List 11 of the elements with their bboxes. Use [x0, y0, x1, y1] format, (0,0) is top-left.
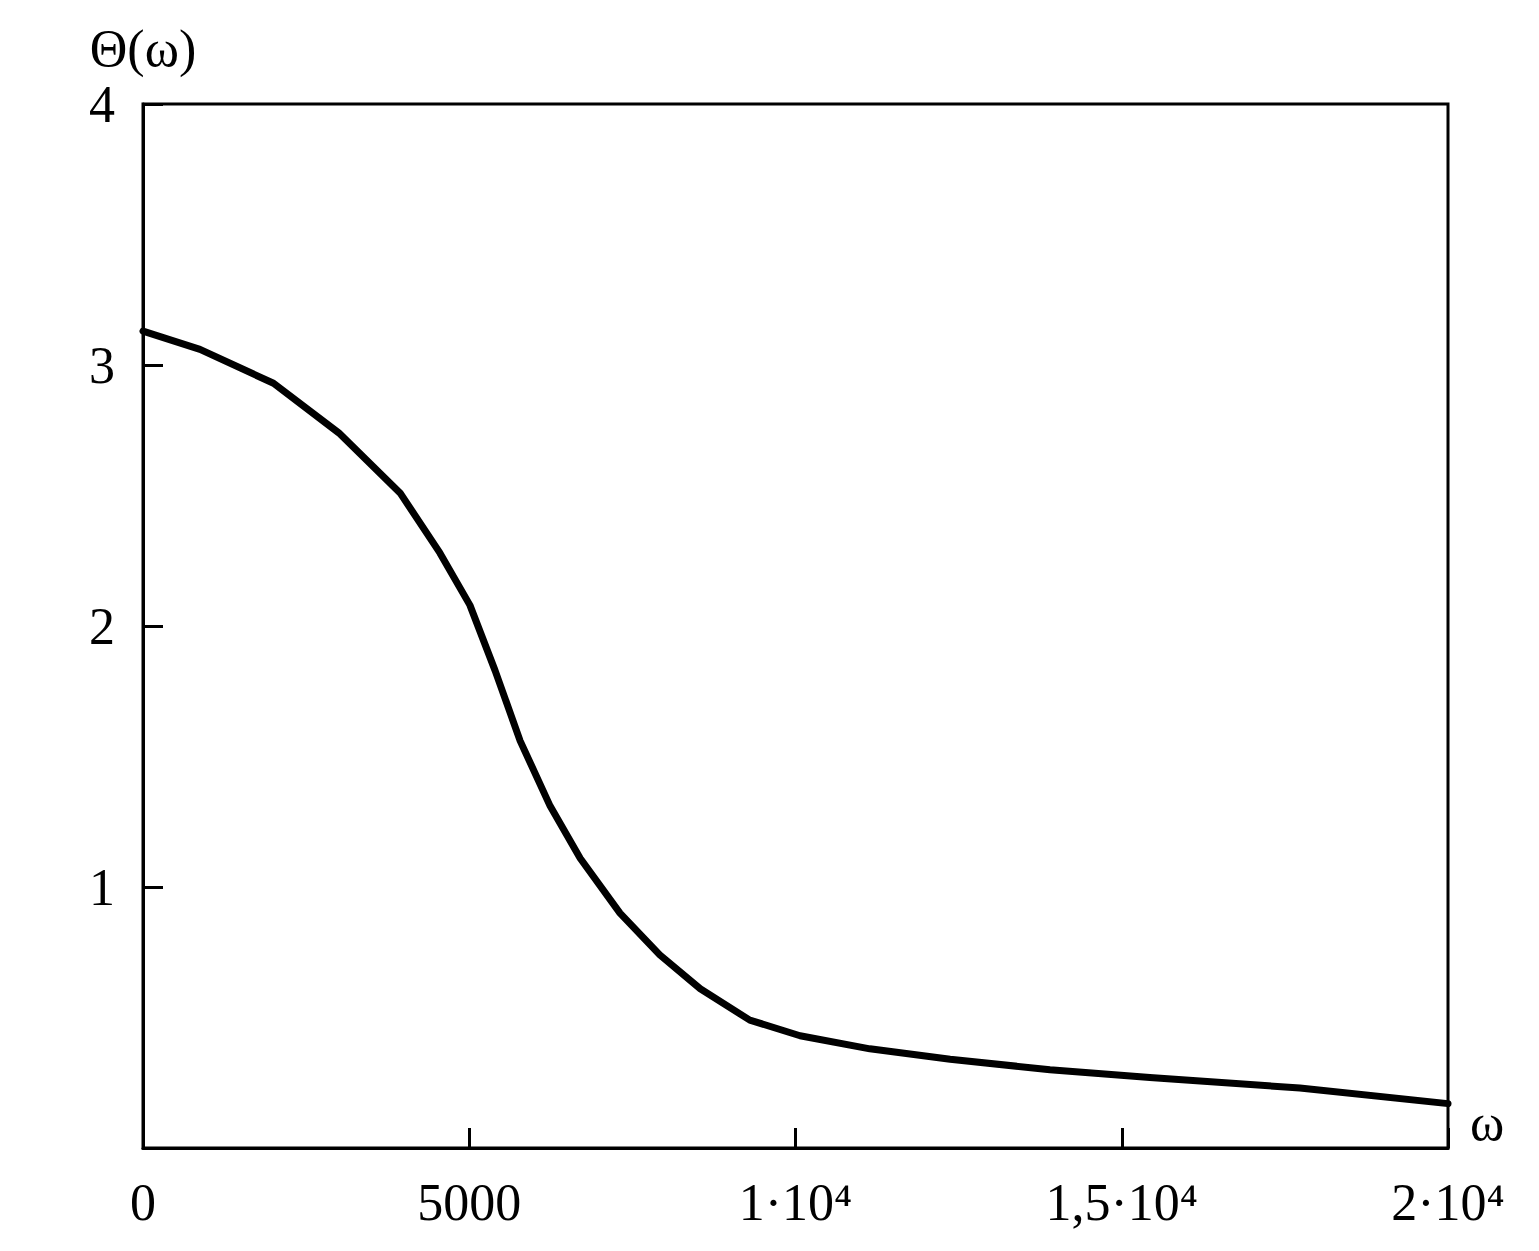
y-tick-label: 1 — [89, 858, 115, 916]
x-tick-label: 5000 — [417, 1173, 522, 1231]
y-tick-label: 2 — [89, 597, 115, 655]
x-tick-label: 0 — [130, 1173, 156, 1231]
x-tick-label: 2·10⁴ — [1391, 1173, 1505, 1231]
x-tick-label: 1,5·10⁴ — [1045, 1173, 1198, 1231]
x-tick-label: 1·10⁴ — [738, 1173, 853, 1231]
y-axis-title: Θ(ω) — [89, 19, 197, 78]
x-axis-title: ω — [1470, 1093, 1505, 1151]
y-tick-label: 3 — [89, 336, 115, 394]
y-tick-label: 4 — [89, 75, 115, 133]
